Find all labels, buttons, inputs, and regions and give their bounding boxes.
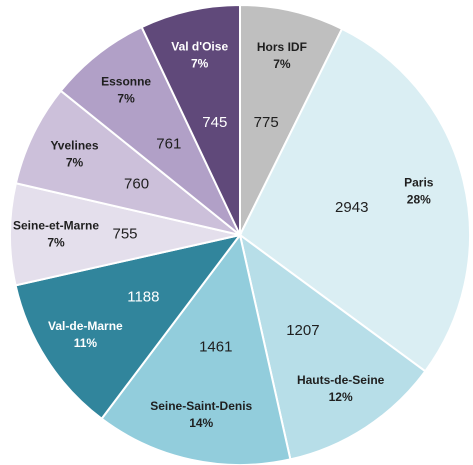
slice-label: Val d'Oise 7% bbox=[171, 40, 228, 71]
category-name: Seine-et-Marne bbox=[13, 219, 99, 233]
pie-slice bbox=[238, 232, 427, 461]
percent-label: 7% bbox=[47, 236, 65, 250]
value-label: 760 bbox=[124, 176, 149, 193]
slice-label: Hors IDF 7% bbox=[257, 40, 307, 71]
percent-label: 14% bbox=[189, 416, 213, 430]
category-name: Hauts-de-Seine bbox=[297, 373, 385, 387]
slice-label: Seine-Saint-Denis 14% bbox=[150, 399, 252, 430]
pie-slice bbox=[239, 3, 344, 236]
pie-slice bbox=[9, 182, 241, 287]
value-label: 1207 bbox=[286, 322, 319, 339]
percent-label: 12% bbox=[329, 390, 353, 404]
value-label: 1188 bbox=[127, 288, 159, 305]
percent-label: 7% bbox=[273, 57, 291, 71]
category-name: Essonne bbox=[101, 75, 151, 89]
slice-label: Hauts-de-Seine 12% bbox=[297, 373, 385, 404]
percent-label: 7% bbox=[66, 156, 84, 170]
value-label: 745 bbox=[202, 114, 227, 131]
category-name: Paris bbox=[404, 176, 434, 190]
pie-slice bbox=[140, 3, 241, 236]
percent-label: 28% bbox=[407, 193, 431, 207]
pie-slice bbox=[100, 232, 292, 465]
slice-label: Seine-et-Marne 7% bbox=[13, 219, 99, 250]
category-name: Hors IDF bbox=[257, 40, 307, 54]
category-name: Val d'Oise bbox=[171, 40, 228, 54]
value-label: 775 bbox=[254, 114, 279, 131]
category-name: Val-de-Marne bbox=[48, 319, 123, 333]
value-label: 1461 bbox=[199, 338, 232, 355]
slice-label: Paris 28% bbox=[404, 176, 434, 207]
pie-slice bbox=[59, 25, 241, 236]
pie-slice bbox=[238, 27, 471, 373]
pie-slice bbox=[14, 89, 241, 236]
slice-label: Val-de-Marne 11% bbox=[48, 319, 123, 350]
value-label: 755 bbox=[112, 226, 137, 243]
slice-label: Essonne 7% bbox=[101, 75, 151, 106]
percent-label: 7% bbox=[117, 92, 135, 106]
category-name: Seine-Saint-Denis bbox=[150, 399, 252, 413]
value-label: 2943 bbox=[335, 199, 368, 216]
percent-label: 11% bbox=[74, 336, 98, 350]
category-name: Yvelines bbox=[50, 139, 98, 153]
slice-label: Yvelines 7% bbox=[50, 139, 98, 170]
pie-slice bbox=[14, 233, 243, 421]
percent-label: 7% bbox=[191, 57, 209, 71]
value-label: 761 bbox=[156, 136, 181, 153]
